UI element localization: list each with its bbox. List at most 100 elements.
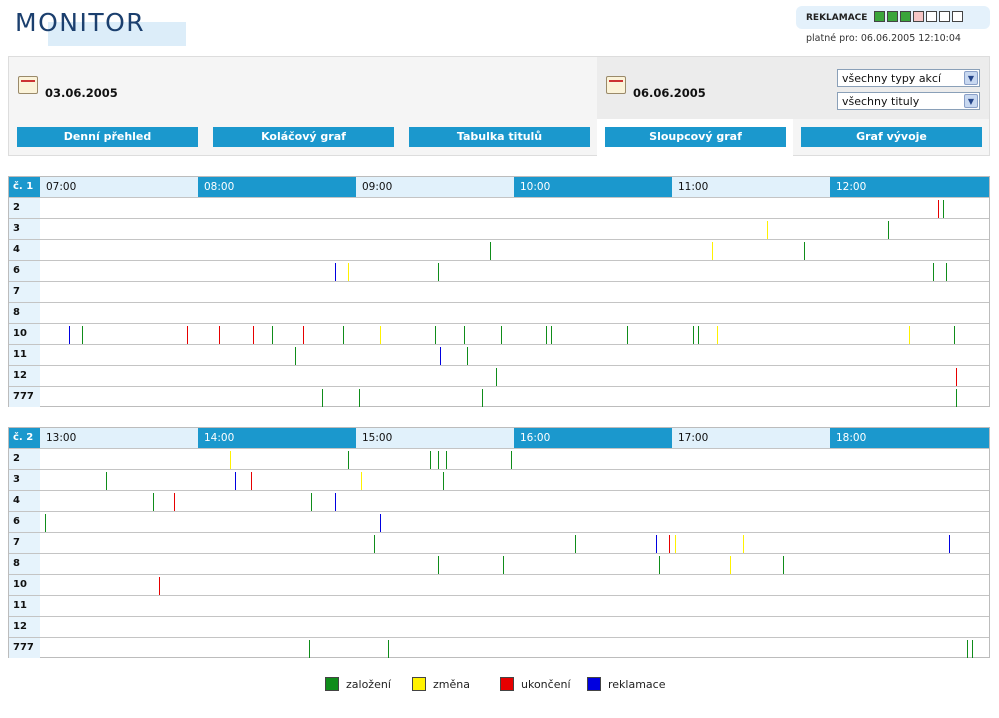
event-marker[interactable] <box>219 326 220 344</box>
event-marker[interactable] <box>309 640 310 658</box>
event-marker[interactable] <box>659 556 660 574</box>
event-marker[interactable] <box>693 326 694 344</box>
calendar-icon[interactable] <box>18 76 38 94</box>
timeline-header: č. 1 07:00 08:00 09:00 10:00 11:00 12:00 <box>9 177 989 197</box>
calendar-icon[interactable] <box>606 76 626 94</box>
hour-tick-label: 14:00 <box>198 428 356 448</box>
event-marker[interactable] <box>496 368 497 386</box>
event-marker[interactable] <box>656 535 657 553</box>
event-marker[interactable] <box>174 493 175 511</box>
row-label: 6 <box>9 261 40 281</box>
event-marker[interactable] <box>311 493 312 511</box>
event-marker[interactable] <box>335 263 336 281</box>
event-marker[interactable] <box>440 347 441 365</box>
event-marker[interactable] <box>467 347 468 365</box>
event-marker[interactable] <box>949 535 950 553</box>
event-marker[interactable] <box>943 200 944 218</box>
event-marker[interactable] <box>380 326 381 344</box>
event-marker[interactable] <box>627 326 628 344</box>
event-marker[interactable] <box>946 263 947 281</box>
event-marker[interactable] <box>388 640 389 658</box>
reklamace-indicator-square <box>887 11 898 22</box>
event-marker[interactable] <box>956 368 957 386</box>
event-marker[interactable] <box>348 263 349 281</box>
event-marker[interactable] <box>359 389 360 407</box>
event-marker[interactable] <box>322 389 323 407</box>
event-marker[interactable] <box>159 577 160 595</box>
event-marker[interactable] <box>343 326 344 344</box>
event-marker[interactable] <box>767 221 768 239</box>
event-marker[interactable] <box>575 535 576 553</box>
event-marker[interactable] <box>82 326 83 344</box>
event-marker[interactable] <box>804 242 805 260</box>
event-marker[interactable] <box>348 451 349 469</box>
legend-item: ukončení <box>500 677 571 691</box>
nav-button-titles-table[interactable]: Tabulka titulů <box>409 127 590 147</box>
chevron-down-icon[interactable]: ▼ <box>964 94 978 108</box>
event-marker[interactable] <box>490 242 491 260</box>
event-marker[interactable] <box>106 472 107 490</box>
event-marker[interactable] <box>938 200 939 218</box>
event-marker[interactable] <box>717 326 718 344</box>
event-marker[interactable] <box>698 326 699 344</box>
event-marker[interactable] <box>954 326 955 344</box>
action-type-select[interactable]: všechny typy akcí ▼ <box>837 69 980 87</box>
event-marker[interactable] <box>438 556 439 574</box>
event-marker[interactable] <box>743 535 744 553</box>
event-marker[interactable] <box>546 326 547 344</box>
event-marker[interactable] <box>235 472 236 490</box>
event-marker[interactable] <box>272 326 273 344</box>
event-marker[interactable] <box>230 451 231 469</box>
event-marker[interactable] <box>501 326 502 344</box>
event-marker[interactable] <box>909 326 910 344</box>
event-marker[interactable] <box>69 326 70 344</box>
nav-button-daily-overview[interactable]: Denní přehled <box>17 127 198 147</box>
nav-button-trend-chart[interactable]: Graf vývoje <box>801 127 982 147</box>
event-marker[interactable] <box>967 640 968 658</box>
timeline-chart: č. 2 13:00 14:00 15:00 16:00 17:00 18:00 2 3 4 6 7 8… <box>8 427 990 658</box>
hour-tick-label: 18:00 <box>830 428 989 448</box>
event-marker[interactable] <box>712 242 713 260</box>
title-select[interactable]: všechny tituly ▼ <box>837 92 980 110</box>
event-marker[interactable] <box>430 451 431 469</box>
event-marker[interactable] <box>295 347 296 365</box>
event-marker[interactable] <box>888 221 889 239</box>
chevron-down-icon[interactable]: ▼ <box>964 71 978 85</box>
event-marker[interactable] <box>551 326 552 344</box>
event-marker[interactable] <box>482 389 483 407</box>
legend-swatch <box>325 677 339 691</box>
nav-button-pie-chart[interactable]: Koláčový graf <box>213 127 394 147</box>
event-marker[interactable] <box>669 535 670 553</box>
event-marker[interactable] <box>464 326 465 344</box>
event-marker[interactable] <box>438 451 439 469</box>
nav-button-bar-chart[interactable]: Sloupcový graf <box>605 127 786 147</box>
event-marker[interactable] <box>253 326 254 344</box>
event-marker[interactable] <box>446 451 447 469</box>
event-marker[interactable] <box>956 389 957 407</box>
timeline-row: 11 <box>9 344 989 365</box>
event-marker[interactable] <box>361 472 362 490</box>
event-marker[interactable] <box>380 514 381 532</box>
event-marker[interactable] <box>335 493 336 511</box>
row-label: 7 <box>9 282 40 302</box>
event-marker[interactable] <box>187 326 188 344</box>
event-marker[interactable] <box>443 472 444 490</box>
event-marker[interactable] <box>438 263 439 281</box>
event-marker[interactable] <box>303 326 304 344</box>
reklamace-label: REKLAMACE <box>806 13 868 23</box>
event-marker[interactable] <box>972 640 973 658</box>
row-label: 2 <box>9 449 40 469</box>
event-marker[interactable] <box>933 263 934 281</box>
event-marker[interactable] <box>153 493 154 511</box>
event-marker[interactable] <box>511 451 512 469</box>
timeline-row: 12 <box>9 616 989 637</box>
event-marker[interactable] <box>251 472 252 490</box>
event-marker[interactable] <box>675 535 676 553</box>
event-marker[interactable] <box>374 535 375 553</box>
event-marker[interactable] <box>730 556 731 574</box>
event-marker[interactable] <box>503 556 504 574</box>
event-marker[interactable] <box>45 514 46 532</box>
event-marker[interactable] <box>783 556 784 574</box>
event-marker[interactable] <box>435 326 436 344</box>
hour-tick-label: 16:00 <box>514 428 672 448</box>
